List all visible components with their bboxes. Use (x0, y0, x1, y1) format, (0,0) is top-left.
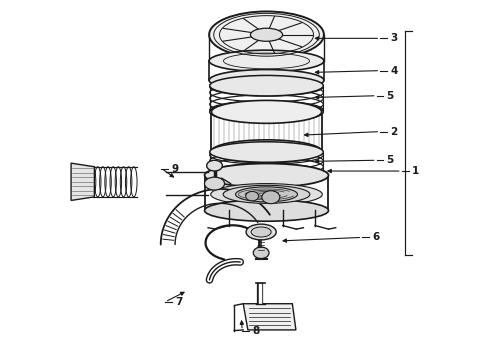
Ellipse shape (209, 12, 324, 58)
Ellipse shape (246, 224, 276, 240)
Ellipse shape (245, 192, 259, 201)
Polygon shape (71, 163, 95, 201)
Text: 3: 3 (390, 33, 397, 43)
Text: 5: 5 (387, 91, 394, 101)
Ellipse shape (204, 163, 328, 187)
Ellipse shape (250, 28, 283, 41)
Ellipse shape (223, 185, 310, 203)
Polygon shape (243, 304, 296, 330)
Ellipse shape (204, 200, 328, 221)
Ellipse shape (210, 165, 323, 186)
Text: 4: 4 (390, 66, 397, 76)
Ellipse shape (210, 142, 323, 162)
Ellipse shape (207, 160, 222, 171)
Text: 6: 6 (372, 232, 380, 242)
Ellipse shape (209, 69, 324, 91)
Text: 8: 8 (252, 325, 259, 336)
Ellipse shape (209, 50, 324, 72)
Ellipse shape (204, 177, 224, 190)
Text: 7: 7 (175, 297, 182, 307)
Ellipse shape (210, 102, 323, 122)
Ellipse shape (236, 187, 297, 202)
Ellipse shape (211, 100, 321, 123)
Text: 9: 9 (172, 163, 179, 174)
Ellipse shape (211, 184, 322, 205)
Ellipse shape (211, 140, 321, 163)
Ellipse shape (251, 227, 271, 237)
Ellipse shape (253, 247, 269, 258)
Text: 2: 2 (390, 127, 397, 136)
Text: 1: 1 (412, 166, 419, 176)
Ellipse shape (262, 191, 280, 204)
Text: 5: 5 (387, 155, 394, 165)
Ellipse shape (210, 76, 323, 96)
